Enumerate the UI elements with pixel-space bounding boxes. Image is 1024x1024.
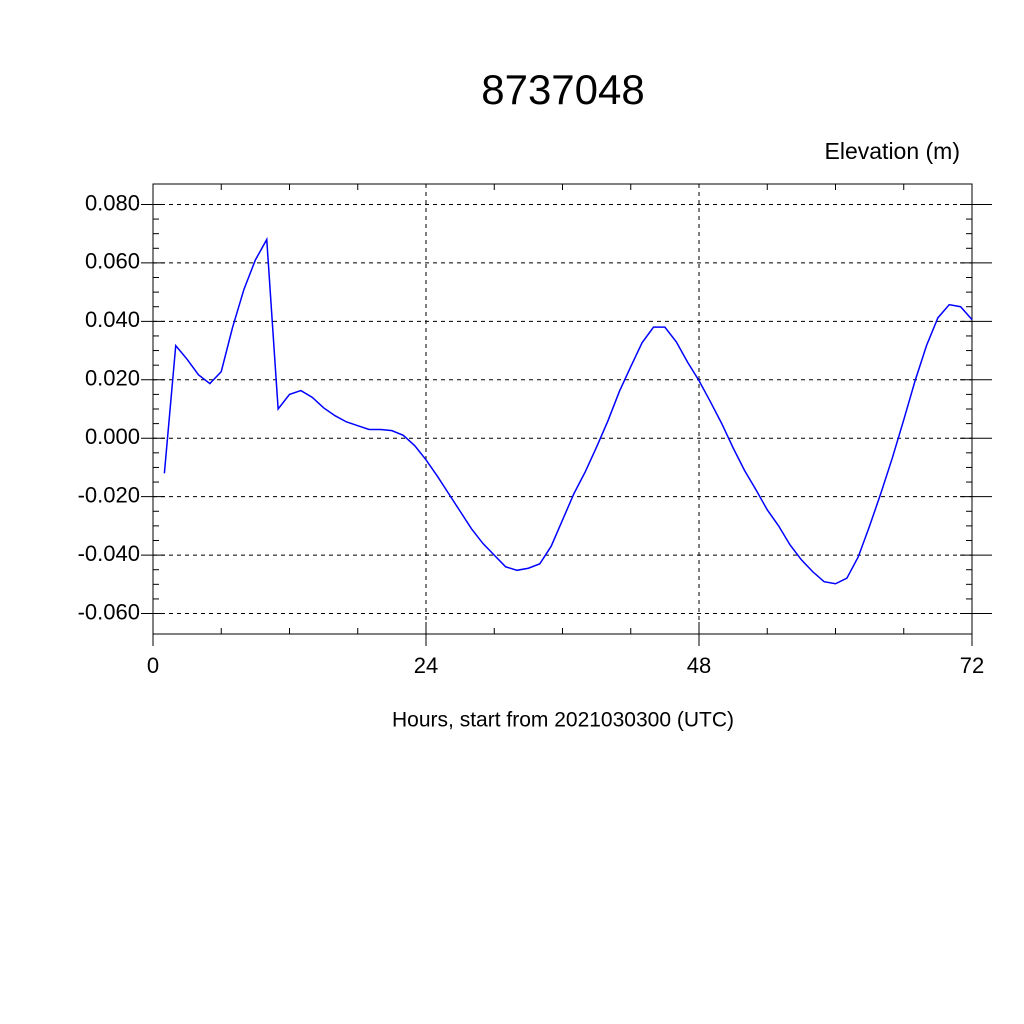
x-tick-label: 72 (960, 653, 984, 678)
x-tick-label: 0 (147, 653, 159, 678)
y-tick-label: -0.020 (78, 482, 140, 507)
y-tick-label: 0.020 (85, 366, 140, 391)
y-tick-label: 0.000 (85, 424, 140, 449)
plot-frame (152, 183, 973, 635)
y-tick-label: 0.040 (85, 307, 140, 332)
y-tick-label: -0.060 (78, 599, 140, 624)
y-tick-label: 0.080 (85, 190, 140, 215)
x-tick-label: 24 (414, 653, 438, 678)
y-axis-label: Elevation (m) (825, 138, 960, 164)
x-tick-label: 48 (687, 653, 711, 678)
data-line (163, 236, 973, 585)
y-tick-label: -0.040 (78, 541, 140, 566)
x-axis-label: Hours, start from 2021030300 (UTC) (392, 709, 734, 732)
y-tick-label: 0.060 (85, 249, 140, 274)
chart-title: 8737048 (481, 66, 645, 113)
